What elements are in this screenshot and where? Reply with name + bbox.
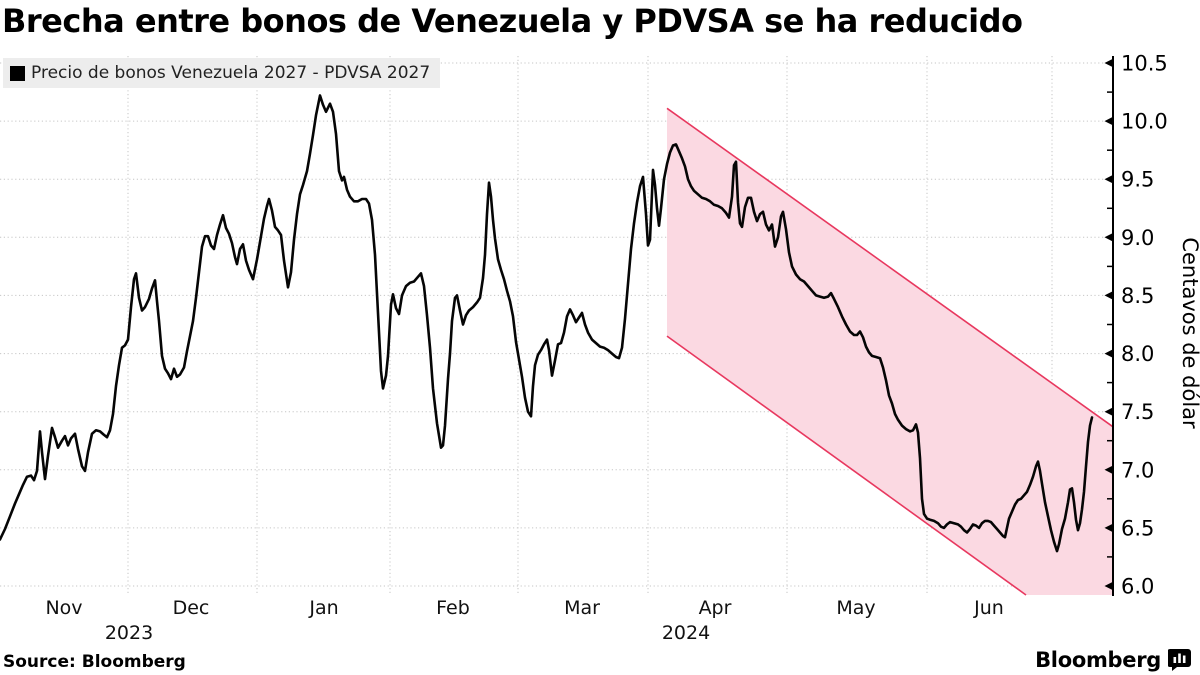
x-axis-month-label: Mar — [564, 597, 600, 619]
y-axis-major-tick — [1104, 581, 1113, 591]
page-title: Brecha entre bonos de Venezuela y PDVSA … — [2, 2, 1023, 40]
trend-channel-bottom-line — [666, 335, 1027, 596]
x-axis-labels: Nov Dec Jan Feb Mar Apr May Jun 2023 2024 — [45, 597, 1003, 644]
y-axis-title: Centavos de dólar — [1178, 237, 1200, 429]
x-axis-month-label: Feb — [436, 597, 470, 619]
y-axis-major-tick — [1104, 116, 1113, 126]
x-axis-month-label: May — [836, 597, 875, 619]
y-axis-tick-label: 10.0 — [1121, 110, 1168, 134]
price-series-line — [0, 94, 1094, 553]
y-axis-major-tick — [1104, 523, 1113, 533]
y-axis-tick-label: 7.0 — [1121, 458, 1154, 482]
source-attribution: Source: Bloomberg — [3, 652, 186, 672]
y-axis: 6.0 6.5 7.0 7.5 8.0 8.5 9.0 9.5 10.0 10.5 — [1104, 52, 1168, 599]
y-axis-tick-label: 9.0 — [1121, 226, 1154, 250]
trend-channel-top-line — [666, 107, 1114, 428]
y-axis-major-tick — [1104, 349, 1113, 358]
bloomberg-logo-text: Bloomberg — [1035, 648, 1161, 672]
y-axis-major-tick — [1104, 174, 1113, 184]
x-axis-year-label: 2024 — [662, 622, 710, 644]
y-axis-major-tick — [1104, 465, 1113, 475]
x-axis-year-label: 2023 — [105, 622, 153, 644]
y-axis-tick-label: 6.5 — [1121, 516, 1154, 540]
x-axis-month-label: Jan — [308, 597, 338, 619]
y-axis-tick-label: 8.0 — [1121, 342, 1154, 366]
y-axis-tick-label: 8.5 — [1121, 284, 1154, 308]
y-axis-major-tick — [1104, 407, 1113, 416]
y-axis-tick-label: 6.0 — [1121, 575, 1154, 599]
x-axis-month-label: Nov — [45, 597, 82, 619]
x-axis-month-label: Dec — [173, 597, 210, 619]
legend-label: Precio de bonos Venezuela 2027 - PDVSA 2… — [31, 63, 431, 83]
y-axis-major-tick — [1104, 233, 1113, 242]
y-axis-major-tick — [1104, 291, 1113, 300]
legend: Precio de bonos Venezuela 2027 - PDVSA 2… — [3, 58, 441, 88]
series-marker-swatch — [10, 65, 25, 81]
y-axis-tick-label: 10.5 — [1121, 52, 1168, 76]
y-axis-major-tick — [1104, 58, 1113, 68]
bloomberg-terminal-icon — [1168, 649, 1191, 671]
y-axis-tick-label: 9.5 — [1121, 168, 1154, 192]
bloomberg-logo: Bloomberg — [1035, 648, 1192, 672]
x-axis-month-label: Jun — [973, 597, 1004, 619]
y-axis-tick-label: 7.5 — [1121, 400, 1154, 424]
x-axis-month-label: Apr — [699, 597, 732, 619]
